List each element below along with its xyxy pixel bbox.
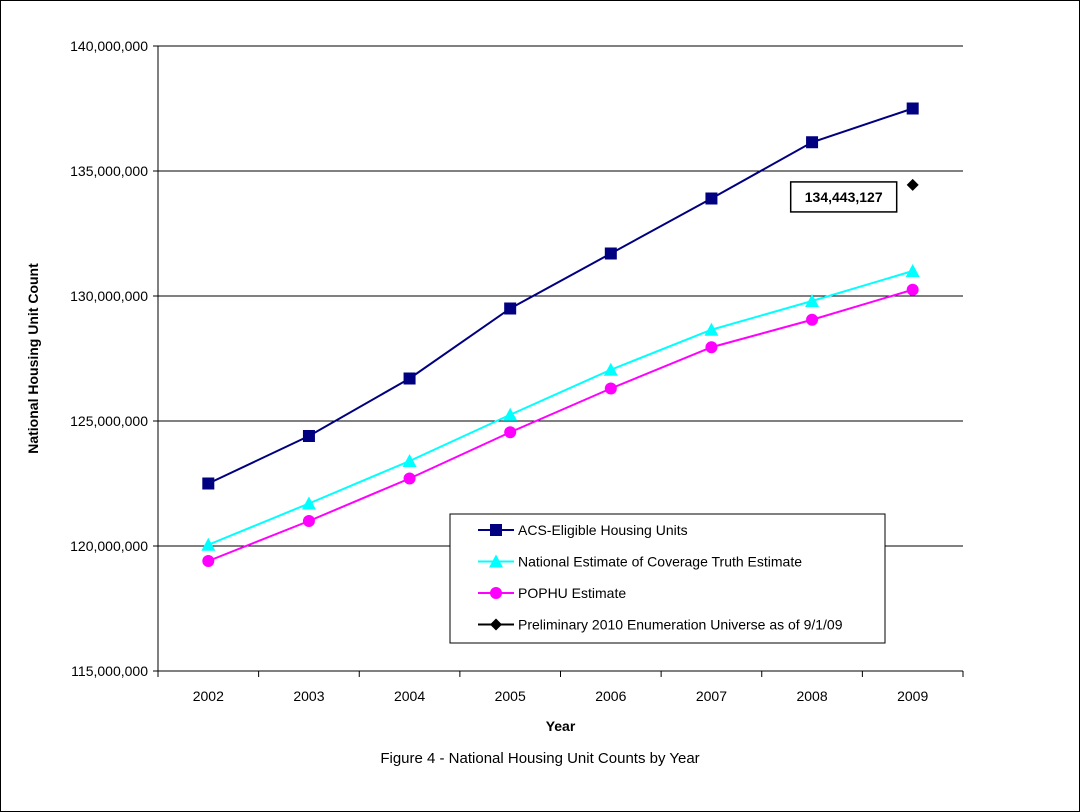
data-point	[201, 537, 216, 551]
data-point	[603, 362, 618, 376]
series-layer	[201, 102, 920, 567]
series-3	[202, 283, 919, 567]
data-point	[604, 247, 617, 260]
data-point	[402, 454, 417, 467]
data-point	[604, 382, 617, 395]
data-point	[504, 426, 517, 439]
legend-marker	[490, 524, 502, 536]
series-line	[207, 107, 914, 485]
x-tick-label: 2002	[193, 688, 224, 704]
y-tick-label: 115,000,000	[71, 663, 148, 679]
data-point	[504, 302, 517, 315]
data-point	[906, 178, 919, 191]
series-1	[202, 102, 919, 490]
data-point	[806, 136, 819, 149]
x-tick-label: 2005	[495, 688, 526, 704]
y-tick-label: 140,000,000	[70, 38, 148, 54]
data-point	[302, 430, 315, 442]
annotation-box	[789, 181, 898, 213]
x-tick-label: 2009	[897, 688, 928, 704]
x-axis-ticks: 2002 2003 2004 2005 2006 2007 2008 2009	[157, 671, 964, 704]
legend-marker	[490, 618, 502, 631]
legend-marker	[489, 554, 503, 568]
data-point	[301, 496, 316, 510]
legend: ACS-Eligible Housing Units National Estim…	[449, 513, 886, 644]
data-point	[202, 477, 215, 490]
data-point	[906, 102, 919, 115]
y-tick-label: 130,000,000	[70, 288, 148, 304]
data-point	[805, 294, 820, 307]
line-chart: 115,000,000 120,000,000 125,000,000 130,000…	[25, 38, 964, 734]
data-point	[905, 264, 920, 277]
annotation-label: 134,443,127	[805, 189, 883, 205]
x-tick-label: 2004	[394, 688, 425, 704]
x-tick-label: 2007	[696, 688, 727, 704]
y-tick-label: 135,000,000	[70, 163, 148, 179]
legend-label: POPHU Estimate	[518, 585, 626, 601]
annotations: 134,443,127	[789, 181, 898, 213]
y-tick-label: 120,000,000	[70, 538, 148, 554]
data-point	[906, 283, 919, 296]
legend-box	[449, 513, 886, 644]
gridlines	[158, 45, 963, 547]
y-axis-ticks: 115,000,000 120,000,000 125,000,000 130,000…	[70, 38, 158, 679]
legend-label: Preliminary 2010 Enumeration Universe as…	[518, 617, 843, 633]
y-axis-title: National Housing Unit Count	[25, 263, 41, 454]
x-tick-label: 2008	[796, 688, 827, 704]
data-point	[302, 515, 315, 527]
series-4	[906, 178, 919, 191]
data-point	[403, 472, 416, 485]
legend-label: ACS-Eligible Housing Units	[518, 522, 688, 538]
figure-caption: Figure 4 - National Housing Unit Counts …	[380, 750, 700, 767]
data-point	[403, 372, 416, 385]
data-point	[202, 555, 215, 567]
data-point	[704, 322, 719, 336]
data-point	[503, 407, 518, 421]
data-point	[705, 192, 718, 205]
series-line	[207, 270, 913, 546]
legend-label: National Estimate of Coverage Truth Esti…	[518, 554, 802, 570]
legend-marker	[490, 587, 502, 599]
data-point	[806, 313, 819, 326]
data-point	[705, 341, 718, 354]
series-2	[201, 264, 920, 551]
x-tick-label: 2003	[293, 688, 324, 704]
x-axis-title: Year	[546, 718, 576, 734]
y-tick-label: 125,000,000	[70, 413, 148, 429]
x-tick-label: 2006	[595, 688, 626, 704]
series-line	[207, 288, 913, 562]
